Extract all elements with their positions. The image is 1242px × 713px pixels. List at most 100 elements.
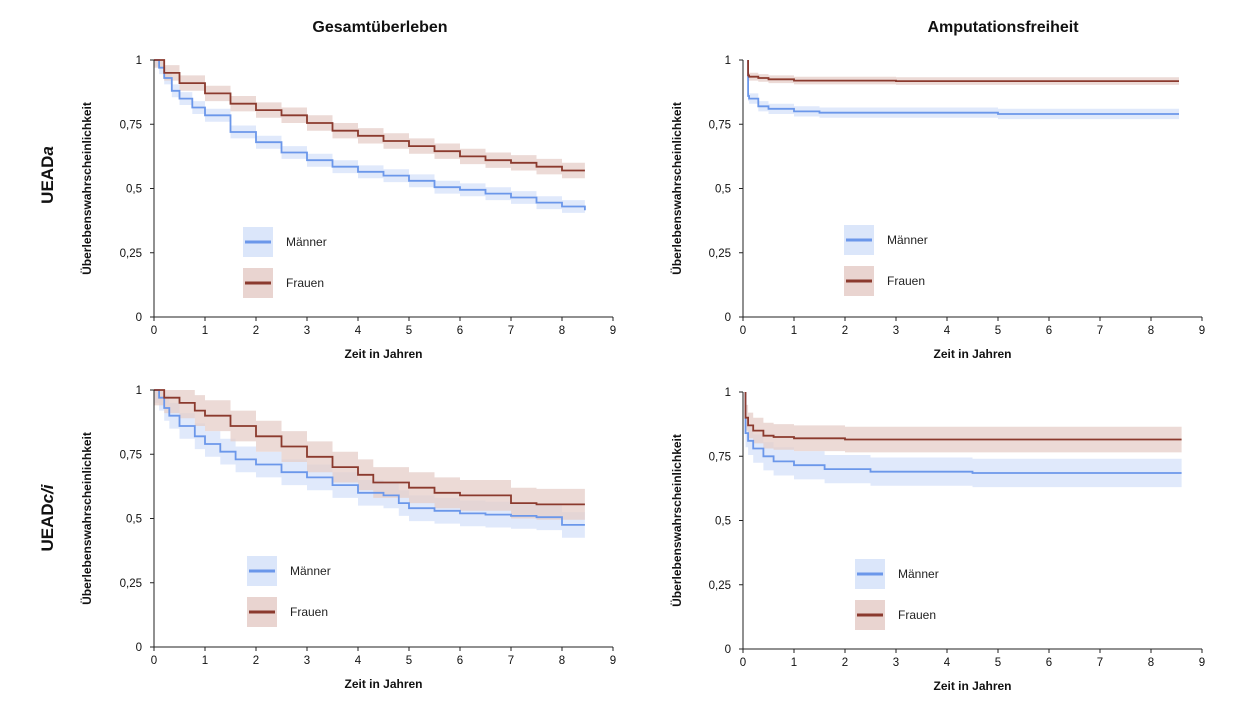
chart-panel-bottom-right: 0 1 2 3 4 5 6 7 8 9 0 0,25 0,5 0,75 1 Zeit in Jahren Übe…	[669, 387, 1205, 693]
x-tick-label: 6	[457, 325, 463, 337]
x-tick-label: 5	[406, 655, 412, 667]
x-tick-label: 1	[791, 657, 797, 669]
y-tick-label: 1	[136, 55, 142, 67]
x-tick-label: 4	[355, 325, 362, 337]
legend-label-frauen: Frauen	[898, 608, 936, 622]
confidence-band-frauen	[745, 392, 1182, 453]
x-tick-label: 4	[944, 657, 951, 669]
x-tick-label: 5	[995, 657, 1001, 669]
x-tick-label: 8	[559, 655, 565, 667]
x-tick-label: 5	[995, 325, 1001, 337]
confidence-band-frauen	[748, 60, 1179, 85]
y-tick-label: 0	[136, 312, 142, 324]
chart-panel-top-right: 0 1 2 3 4 5 6 7 8 9 0 0,25 0,5 0,75 1 Zeit in Jahren Übe…	[669, 55, 1205, 361]
column-title-amputation-free: Amputationsfreiheit	[927, 19, 1079, 36]
x-axis-label: Zeit in Jahren	[344, 347, 422, 361]
y-tick-label: 0,25	[709, 248, 731, 260]
y-axis-label: Überlebenswahrscheinlichkeit	[79, 102, 94, 275]
y-tick-label: 0,5	[126, 184, 142, 196]
y-tick-label: 1	[725, 387, 731, 399]
x-tick-label: 4	[944, 325, 951, 337]
y-tick-label: 0,75	[709, 451, 731, 463]
x-tick-label: 2	[253, 655, 259, 667]
x-tick-label: 8	[1148, 657, 1154, 669]
y-axis-label: Überlebenswahrscheinlichkeit	[79, 432, 94, 605]
x-tick-label: 9	[610, 655, 616, 667]
x-tick-label: 7	[1097, 325, 1103, 337]
y-tick-label: 0,75	[120, 119, 142, 131]
x-tick-label: 0	[740, 657, 746, 669]
confidence-band-frauen	[154, 390, 585, 520]
x-tick-label: 5	[406, 325, 412, 337]
x-tick-label: 0	[151, 325, 157, 337]
x-tick-label: 4	[355, 655, 362, 667]
row-title-ueada-prefix: UEAD	[38, 156, 57, 204]
column-title-overall-survival: Gesamtüberleben	[312, 19, 447, 36]
x-tick-label: 0	[151, 655, 157, 667]
x-axis-label: Zeit in Jahren	[933, 679, 1011, 693]
y-tick-label: 0,25	[120, 248, 142, 260]
row-title-ueada-suffix: a	[38, 146, 57, 155]
series-line-frauen	[744, 392, 1182, 441]
x-tick-label: 7	[508, 655, 514, 667]
y-tick-label: 0	[136, 642, 142, 654]
confidence-band-maenner	[748, 60, 1179, 120]
x-tick-label: 6	[1046, 325, 1052, 337]
y-tick-label: 1	[725, 55, 731, 67]
confidence-band-maenner	[745, 392, 1182, 488]
legend-label-frauen: Frauen	[887, 274, 925, 288]
x-tick-label: 9	[610, 325, 616, 337]
y-tick-label: 0,75	[709, 119, 731, 131]
y-tick-label: 0,5	[126, 514, 142, 526]
legend-label-maenner: Männer	[898, 567, 939, 581]
x-tick-label: 7	[508, 325, 514, 337]
x-tick-label: 1	[202, 655, 208, 667]
legend-label-frauen: Frauen	[286, 276, 324, 290]
y-tick-label: 0,5	[715, 184, 731, 196]
x-tick-label: 3	[893, 657, 899, 669]
x-tick-label: 6	[1046, 657, 1052, 669]
x-tick-label: 2	[842, 325, 848, 337]
x-tick-label: 9	[1199, 657, 1205, 669]
x-tick-label: 8	[1148, 325, 1154, 337]
series-line-maenner	[747, 60, 1179, 115]
row-title-ueadci-prefix: UEAD	[38, 503, 57, 551]
y-tick-label: 0	[725, 644, 731, 656]
row-title-ueada: UEADa	[38, 146, 57, 204]
series-line-frauen	[154, 59, 585, 172]
legend-label-frauen: Frauen	[290, 605, 328, 619]
x-tick-label: 0	[740, 325, 746, 337]
x-tick-label: 2	[253, 325, 259, 337]
confidence-band-maenner	[154, 60, 585, 217]
y-tick-label: 0,5	[715, 516, 731, 528]
y-axis-label: Überlebenswahrscheinlichkeit	[669, 434, 684, 607]
x-tick-label: 7	[1097, 657, 1103, 669]
row-title-ueadci-suffix: c/i	[38, 483, 57, 503]
x-axis-label: Zeit in Jahren	[933, 347, 1011, 361]
y-tick-label: 0,75	[120, 449, 142, 461]
legend-label-maenner: Männer	[286, 235, 327, 249]
y-tick-label: 0,25	[120, 578, 142, 590]
x-tick-label: 3	[304, 325, 310, 337]
series-line-maenner	[744, 392, 1182, 474]
x-tick-label: 3	[893, 325, 899, 337]
x-tick-label: 6	[457, 655, 463, 667]
y-axis-label: Überlebenswahrscheinlichkeit	[669, 102, 684, 275]
x-tick-label: 2	[842, 657, 848, 669]
y-tick-label: 0	[725, 312, 731, 324]
x-tick-label: 1	[202, 325, 208, 337]
series-line-maenner	[154, 59, 586, 211]
row-title-ueadci: UEADc/i	[38, 483, 57, 551]
series-line-maenner	[154, 389, 585, 526]
legend-label-maenner: Männer	[290, 564, 331, 578]
y-tick-label: 1	[136, 385, 142, 397]
x-tick-label: 1	[791, 325, 797, 337]
series-line-frauen	[747, 60, 1179, 82]
legend-label-maenner: Männer	[887, 233, 928, 247]
chart-panel-top-left: 0 1 2 3 4 5 6 7 8 9 0 0,25 0,5 0,75 1 Zeit in Jahren Übe…	[79, 55, 616, 361]
x-tick-label: 3	[304, 655, 310, 667]
chart-panel-bottom-left: 0 1 2 3 4 5 6 7 8 9 0 0,25 0,5 0,75 1 Zeit in Jahren Übe…	[79, 385, 616, 691]
x-axis-label: Zeit in Jahren	[344, 677, 422, 691]
x-tick-label: 8	[559, 325, 565, 337]
